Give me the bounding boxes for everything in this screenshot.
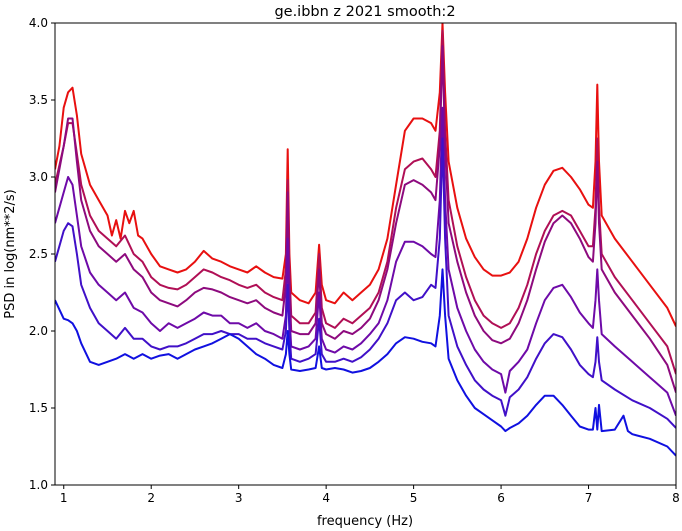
x-tick-label: 8 [672,491,680,505]
y-tick-label: 1.0 [29,478,48,492]
x-tick-label: 4 [322,491,330,505]
y-tick-label: 1.5 [29,401,48,415]
x-tick-label: 7 [585,491,593,505]
y-axis-label: PSD in log(nm**2/s) [3,189,18,319]
plot-area: 1 2 3 4 5 6 7 8 1.0 1.5 2.0 2.5 3.0 3.5 4.0 [29,16,680,505]
series-line-5 [55,137,676,429]
x-tick-label: 5 [410,491,418,505]
y-tick-label: 3.5 [29,93,48,107]
series-line-3 [55,45,676,393]
y-tick-label: 3.0 [29,170,48,184]
series-line-4 [55,106,676,417]
x-axis-label: frequency (Hz) [317,514,413,529]
series-line-1 [55,23,676,327]
x-tick-label: 3 [235,491,243,505]
y-tick-label: 2.5 [29,247,48,261]
y-tick-label: 4.0 [29,16,48,30]
x-tick-label: 6 [497,491,505,505]
x-tick-label: 1 [60,491,68,505]
x-tick-label: 2 [147,491,155,505]
series-line-6 [55,268,676,457]
chart-title: ge.ibbn z 2021 smooth:2 [274,4,455,20]
series-line-2 [55,29,676,375]
series-group [55,23,676,457]
y-tick-label: 2.0 [29,324,48,338]
